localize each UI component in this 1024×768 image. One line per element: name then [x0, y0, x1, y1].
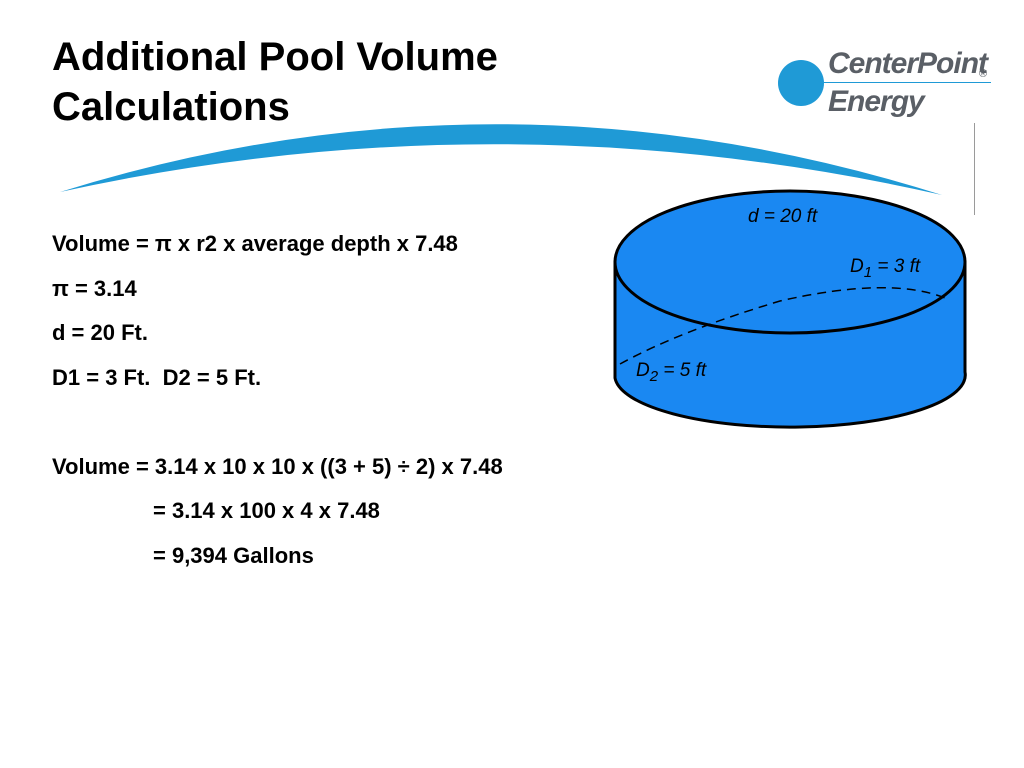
logo-rule [801, 82, 991, 83]
logo-circle-icon [778, 60, 824, 106]
calc-line-1: Volume = 3.14 x 10 x 10 x ((3 + 5) ÷ 2) … [52, 453, 503, 479]
slide-title: Additional Pool Volume Calculations [52, 32, 498, 132]
diameter-label: d = 20 ft [748, 206, 818, 227]
calc-line-2: = 3.14 x 100 x 4 x 7.48 [153, 498, 380, 523]
spacer [52, 400, 503, 445]
calc-result-line: = 9,394 Gallons [153, 542, 314, 568]
d1-label: D1 = 3 ft [850, 256, 921, 281]
centerpoint-logo: CenterPoint Energy ® [770, 40, 1000, 130]
formula-line: Volume = π x r2 x average depth x 7.48 [52, 231, 458, 256]
pi-value-line: π = 3.14 [52, 275, 137, 301]
header-divider [974, 123, 975, 215]
calculation-body: Volume = π x r2 x average depth x 7.48 π… [52, 222, 503, 578]
title-line-1: Additional Pool Volume [52, 35, 498, 79]
pool-bottom-slope [619, 287, 946, 365]
header-swoosh [60, 124, 942, 195]
pool-diagram: d = 20 ft D1 = 3 ft D2 = 5 ft [613, 189, 967, 429]
d2-label: D2 = 5 ft [636, 360, 707, 385]
logo-wordmark-line-1: CenterPoint [828, 47, 988, 80]
title-line-2: Calculations [52, 85, 290, 129]
logo-wordmark-line-2: Energy [828, 85, 925, 118]
pool-top [613, 189, 967, 335]
registered-mark: ® [979, 68, 988, 80]
diameter-line: d = 20 Ft. [52, 320, 148, 345]
depths-line: D1 = 3 Ft. D2 = 5 Ft. [52, 364, 262, 390]
